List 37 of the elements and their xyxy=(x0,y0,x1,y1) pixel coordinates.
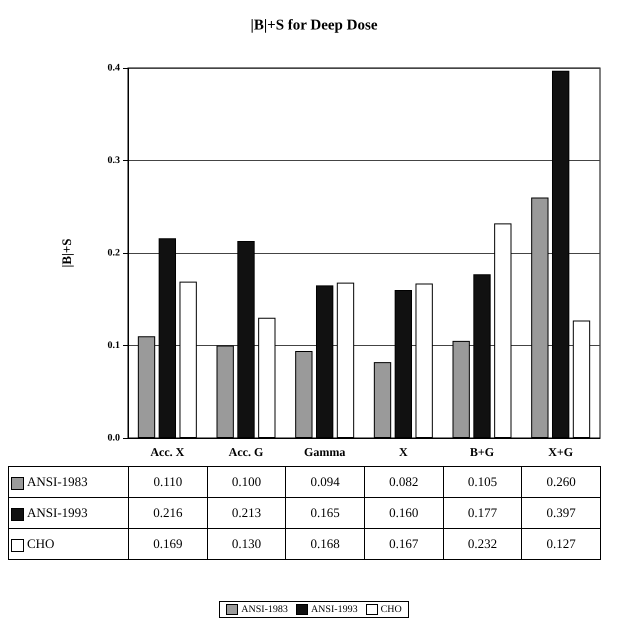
data-label: 0.127 xyxy=(522,528,600,560)
data-label: 0.082 xyxy=(364,466,444,498)
data-label: 0.397 xyxy=(522,498,600,528)
y-tick-label: 0.4 xyxy=(108,62,120,74)
x-tick-label: Gamma xyxy=(304,445,346,459)
data-label: 0.260 xyxy=(522,466,600,498)
data-label: 0.100 xyxy=(207,466,286,498)
text: CHO xyxy=(380,604,402,615)
data-label: 0.167 xyxy=(364,528,444,560)
legend-label: ANSI-1983 xyxy=(8,466,128,498)
y-tick-label: 0.2 xyxy=(108,248,120,258)
x-tick-label: Acc. G xyxy=(228,445,264,459)
y-tick-label: 0.3 xyxy=(108,155,120,166)
data-label: 0.130 xyxy=(207,528,286,560)
x-tick-label: B+G xyxy=(470,445,494,459)
data-label: 0.094 xyxy=(286,466,364,498)
data-label: 0.105 xyxy=(443,466,522,498)
chart-title: |B|+S for Deep Dose xyxy=(250,18,378,34)
data-label: 0.216 xyxy=(128,498,208,528)
data-label: 0.168 xyxy=(286,528,364,560)
data-label: 0.160 xyxy=(364,498,444,528)
text: ANSI-1983 xyxy=(241,604,288,615)
data-label: 0.213 xyxy=(207,498,286,528)
data-label: 0.169 xyxy=(128,528,208,560)
y-tick-label: 0.0 xyxy=(108,432,120,444)
legend-label: ANSI-1993 xyxy=(8,498,128,528)
text: ANSI-1993 xyxy=(310,604,358,615)
data-label: 0.110 xyxy=(128,466,208,498)
x-tick-label: X xyxy=(398,445,408,459)
data-label: 0.177 xyxy=(443,498,522,528)
y-axis-title: |B|+S xyxy=(59,238,74,268)
x-tick-label: Acc. X xyxy=(150,445,185,459)
data-label: 0.232 xyxy=(443,528,522,560)
x-tick-label: X+G xyxy=(548,445,574,459)
data-label: 0.165 xyxy=(286,498,364,528)
y-tick-label: 0.1 xyxy=(108,340,120,351)
legend-label: CHO xyxy=(8,528,128,560)
